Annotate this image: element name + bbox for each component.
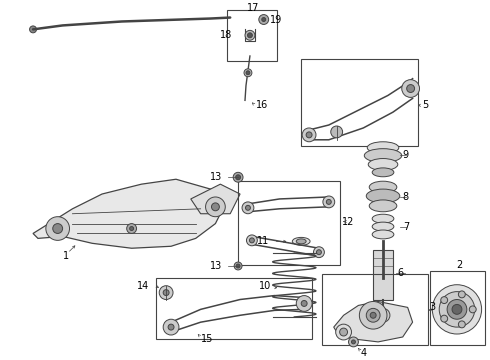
Circle shape <box>447 300 467 319</box>
Circle shape <box>249 238 254 243</box>
Ellipse shape <box>293 237 310 245</box>
Ellipse shape <box>372 222 394 231</box>
Bar <box>238 181 340 265</box>
Circle shape <box>163 290 169 296</box>
Circle shape <box>236 264 240 268</box>
Circle shape <box>323 196 335 208</box>
Text: 13: 13 <box>210 261 222 271</box>
Text: 7: 7 <box>403 221 409 231</box>
Polygon shape <box>191 184 240 214</box>
Circle shape <box>441 297 448 303</box>
Circle shape <box>314 247 324 258</box>
Bar <box>156 278 312 339</box>
Circle shape <box>370 312 376 318</box>
Circle shape <box>458 291 466 298</box>
Text: 6: 6 <box>398 268 404 278</box>
Circle shape <box>127 224 137 233</box>
Circle shape <box>246 71 250 75</box>
Text: 12: 12 <box>342 217 354 227</box>
Circle shape <box>441 315 448 322</box>
Circle shape <box>469 306 476 313</box>
Circle shape <box>206 197 225 217</box>
Circle shape <box>234 262 242 270</box>
Circle shape <box>242 202 254 214</box>
Ellipse shape <box>364 149 402 162</box>
Circle shape <box>348 337 358 347</box>
Text: 15: 15 <box>200 334 213 344</box>
Text: 10: 10 <box>259 281 271 291</box>
Circle shape <box>245 205 250 210</box>
Circle shape <box>301 301 307 306</box>
Text: 5: 5 <box>422 100 429 110</box>
Circle shape <box>245 30 255 40</box>
Circle shape <box>159 286 173 300</box>
Circle shape <box>306 132 312 138</box>
Text: 3: 3 <box>429 302 436 312</box>
Ellipse shape <box>366 189 400 203</box>
Circle shape <box>233 172 243 182</box>
Circle shape <box>29 26 36 33</box>
Text: 16: 16 <box>256 100 268 110</box>
Circle shape <box>296 296 312 311</box>
Circle shape <box>340 328 347 336</box>
Circle shape <box>331 126 343 138</box>
Polygon shape <box>334 301 413 342</box>
Circle shape <box>53 224 63 233</box>
Ellipse shape <box>367 142 399 154</box>
Ellipse shape <box>372 168 394 177</box>
Circle shape <box>452 305 462 314</box>
Ellipse shape <box>368 158 398 170</box>
Circle shape <box>212 203 220 211</box>
Circle shape <box>432 285 482 334</box>
Circle shape <box>236 175 241 180</box>
Circle shape <box>262 18 266 22</box>
Circle shape <box>351 340 355 344</box>
Bar <box>322 274 428 345</box>
Circle shape <box>46 217 70 240</box>
Text: 11: 11 <box>257 237 270 246</box>
Bar <box>373 250 393 300</box>
Text: 9: 9 <box>403 150 409 159</box>
Bar <box>301 59 417 146</box>
Circle shape <box>247 33 252 38</box>
Circle shape <box>259 15 269 24</box>
Text: 19: 19 <box>270 14 282 24</box>
Circle shape <box>302 128 316 142</box>
Circle shape <box>246 235 257 246</box>
Circle shape <box>458 321 466 328</box>
Text: 2: 2 <box>456 260 462 270</box>
Text: 1: 1 <box>63 251 69 261</box>
Circle shape <box>376 309 390 322</box>
Text: 4: 4 <box>360 348 367 358</box>
Bar <box>430 271 485 345</box>
Text: 18: 18 <box>220 30 232 40</box>
Ellipse shape <box>372 230 394 239</box>
Text: 17: 17 <box>247 3 259 13</box>
Circle shape <box>317 250 321 255</box>
Bar <box>227 10 276 61</box>
Circle shape <box>336 324 351 340</box>
Circle shape <box>244 69 252 77</box>
Text: 13: 13 <box>210 172 222 182</box>
Ellipse shape <box>296 239 306 244</box>
Circle shape <box>359 301 387 329</box>
Text: 8: 8 <box>403 192 409 202</box>
Ellipse shape <box>369 200 397 212</box>
Ellipse shape <box>372 214 394 223</box>
Circle shape <box>407 85 415 93</box>
Circle shape <box>402 80 419 98</box>
Circle shape <box>439 292 475 327</box>
Polygon shape <box>33 179 225 248</box>
Text: 14: 14 <box>137 281 149 291</box>
Circle shape <box>366 309 380 322</box>
Circle shape <box>168 324 174 330</box>
Circle shape <box>326 199 331 204</box>
Ellipse shape <box>369 181 397 193</box>
Circle shape <box>163 319 179 335</box>
Circle shape <box>130 226 134 230</box>
